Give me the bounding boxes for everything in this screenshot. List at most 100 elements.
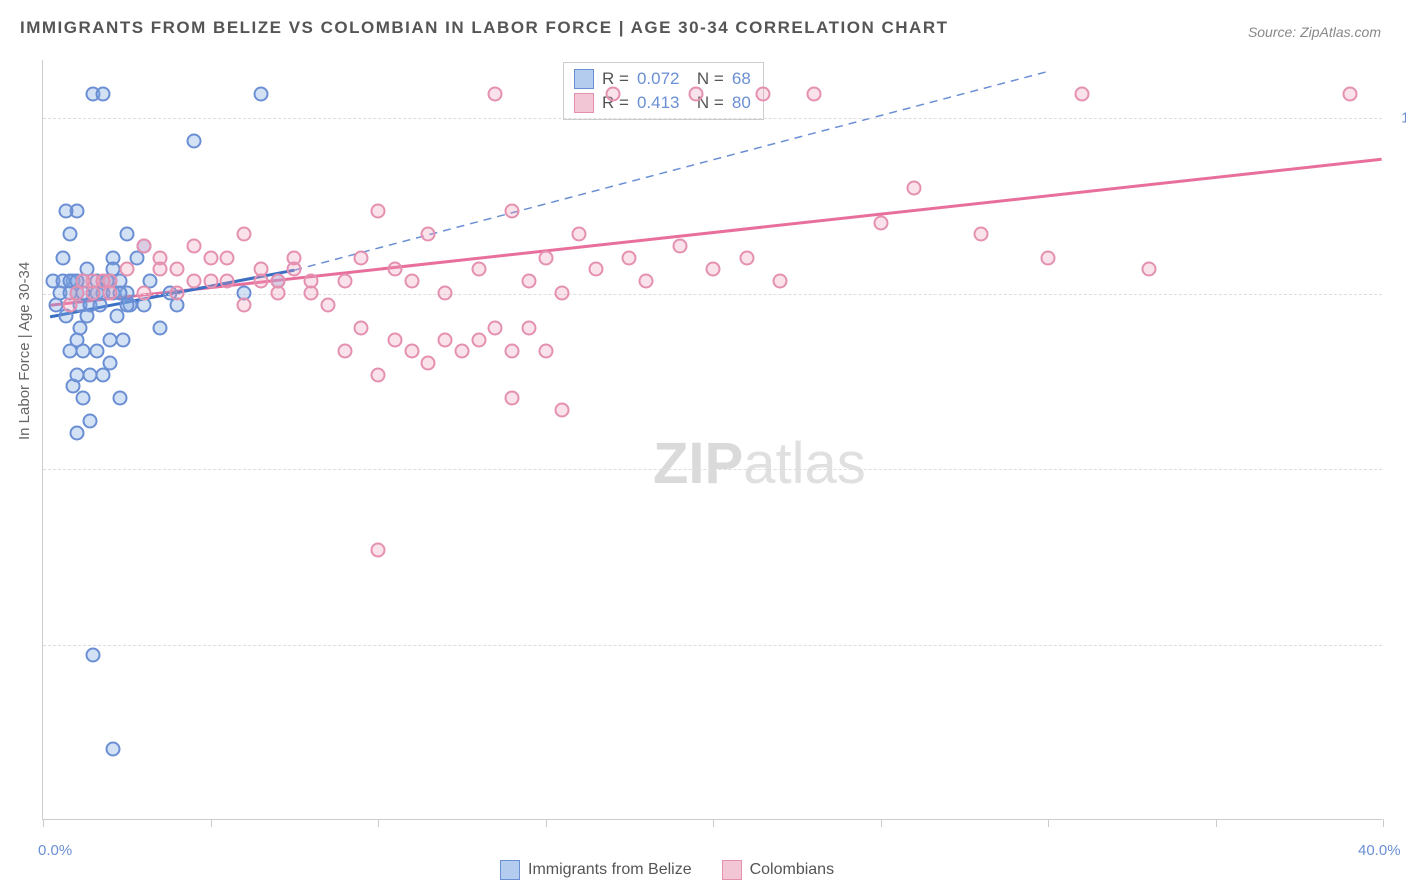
- data-point: [153, 320, 168, 335]
- data-point: [873, 215, 888, 230]
- data-point: [170, 285, 185, 300]
- x-tick: [378, 819, 379, 827]
- data-point: [59, 204, 74, 219]
- x-tick: [1383, 819, 1384, 827]
- legend-item-belize: Immigrants from Belize: [500, 860, 692, 880]
- data-point: [253, 274, 268, 289]
- data-point: [62, 297, 77, 312]
- data-point: [538, 344, 553, 359]
- x-tick: [43, 819, 44, 827]
- data-point: [186, 133, 201, 148]
- data-point: [756, 87, 771, 102]
- data-point: [337, 274, 352, 289]
- data-point: [82, 414, 97, 429]
- x-tick: [211, 819, 212, 827]
- data-point: [354, 250, 369, 265]
- gridline: [43, 645, 1382, 646]
- data-point: [505, 204, 520, 219]
- data-point: [521, 274, 536, 289]
- data-point: [371, 543, 386, 558]
- stat-label: R =: [602, 69, 629, 89]
- swatch-blue-icon: [500, 860, 520, 880]
- data-point: [521, 320, 536, 335]
- data-point: [89, 344, 104, 359]
- x-tick: [1216, 819, 1217, 827]
- data-point: [103, 332, 118, 347]
- data-point: [387, 332, 402, 347]
- data-point: [119, 297, 134, 312]
- data-point: [113, 391, 128, 406]
- x-tick: [713, 819, 714, 827]
- data-point: [974, 227, 989, 242]
- swatch-blue-icon: [574, 69, 594, 89]
- data-point: [96, 87, 111, 102]
- data-point: [304, 274, 319, 289]
- data-point: [622, 250, 637, 265]
- data-point: [773, 274, 788, 289]
- source-attribution: Source: ZipAtlas.com: [1248, 24, 1381, 40]
- data-point: [471, 262, 486, 277]
- data-point: [287, 262, 302, 277]
- data-point: [371, 367, 386, 382]
- legend-item-colombians: Colombians: [722, 860, 834, 880]
- data-point: [421, 227, 436, 242]
- data-point: [404, 274, 419, 289]
- data-point: [76, 274, 91, 289]
- data-point: [76, 391, 91, 406]
- data-point: [1074, 87, 1089, 102]
- data-point: [136, 285, 151, 300]
- data-point: [253, 87, 268, 102]
- data-point: [320, 297, 335, 312]
- data-point: [119, 262, 134, 277]
- data-point: [438, 332, 453, 347]
- data-point: [1342, 87, 1357, 102]
- x-tick: [1048, 819, 1049, 827]
- data-point: [404, 344, 419, 359]
- data-point: [806, 87, 821, 102]
- stat-n-value: 68: [732, 69, 751, 89]
- data-point: [387, 262, 402, 277]
- data-point: [639, 274, 654, 289]
- y-axis-title: In Labor Force | Age 30-34: [16, 262, 33, 440]
- data-point: [421, 356, 436, 371]
- data-point: [471, 332, 486, 347]
- data-point: [505, 391, 520, 406]
- data-point: [79, 309, 94, 324]
- data-point: [706, 262, 721, 277]
- data-point: [203, 274, 218, 289]
- gridline: [43, 469, 1382, 470]
- data-point: [505, 344, 520, 359]
- data-point: [454, 344, 469, 359]
- data-point: [116, 332, 131, 347]
- data-point: [488, 320, 503, 335]
- data-point: [1141, 262, 1156, 277]
- stats-box: R = 0.072 N = 68 R = 0.413 N = 80: [563, 62, 764, 120]
- data-point: [56, 250, 71, 265]
- data-point: [689, 87, 704, 102]
- trend-lines: [43, 60, 1382, 819]
- x-tick: [881, 819, 882, 827]
- data-point: [136, 239, 151, 254]
- data-point: [153, 262, 168, 277]
- data-point: [203, 250, 218, 265]
- data-point: [119, 227, 134, 242]
- data-point: [237, 227, 252, 242]
- data-point: [438, 285, 453, 300]
- data-point: [62, 227, 77, 242]
- bottom-legend: Immigrants from Belize Colombians: [500, 860, 834, 880]
- plot-area: ZIPatlas R = 0.072 N = 68 R = 0.413 N = …: [42, 60, 1382, 820]
- data-point: [69, 426, 84, 441]
- y-tick-label: 100.0%: [1401, 110, 1406, 127]
- data-point: [220, 250, 235, 265]
- data-point: [96, 274, 111, 289]
- data-point: [237, 297, 252, 312]
- watermark: ZIPatlas: [653, 430, 866, 497]
- legend-label: Colombians: [750, 861, 834, 879]
- data-point: [488, 87, 503, 102]
- x-tick-label: 40.0%: [1358, 842, 1401, 859]
- data-point: [96, 367, 111, 382]
- data-point: [672, 239, 687, 254]
- x-tick: [546, 819, 547, 827]
- swatch-pink-icon: [722, 860, 742, 880]
- x-tick-label: 0.0%: [38, 842, 72, 859]
